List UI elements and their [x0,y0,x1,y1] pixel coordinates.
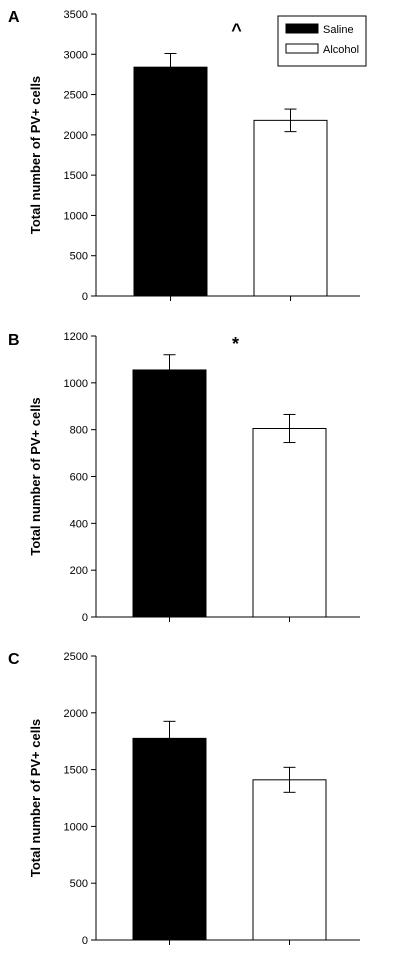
panel-a-bar-saline [133,66,208,297]
panel-c-bar-saline [132,737,207,941]
panel-a-letter: A [8,9,20,26]
panel-b-y-tick-label: 200 [70,565,88,577]
panel-c-y-tick-label: 2500 [64,651,88,663]
panel-a-significance-marker: ^ [231,20,242,40]
panel-c-bar-alcohol [252,779,327,941]
panel-b-y-tick-label: 600 [70,472,88,484]
panel-b-y-tick-label: 1000 [64,378,88,390]
panel-b-y-axis-label: Total number of PV+ cells [28,397,43,555]
panel-c-y-tick-label: 1500 [64,765,88,777]
panel-a-y-tick-label: 3000 [64,49,88,61]
panel-a-legend-label-saline: Saline [323,24,354,36]
panel-a-y-tick-label: 2500 [64,90,88,102]
panel-b-y-tick-label: 0 [82,612,88,624]
panel-a-y-tick-label: 1500 [64,170,88,182]
panel-a-y-axis-label: Total number of PV+ cells [28,76,43,234]
panel-c-y-tick-label: 1000 [64,821,88,833]
panel-c-letter: C [8,651,20,668]
panel-a-y-tick-label: 1000 [64,210,88,222]
panel-a-y-tick-label: 500 [70,251,88,263]
panel-c-y-tick-label: 0 [82,935,88,947]
panel-c-y-tick-label: 2000 [64,708,88,720]
panel-a-bar-alcohol [253,119,328,297]
panel-c-y-axis-label: Total number of PV+ cells [28,719,43,877]
panel-a-legend-swatch-alcohol [285,43,319,54]
panel-a-y-tick-label: 2000 [64,130,88,142]
panel-b-bar-alcohol [252,427,327,618]
panel-a-y-tick-label: 3500 [64,9,88,21]
panel-c-y-tick-label: 500 [70,878,88,890]
panel-a-legend-swatch-saline [285,23,319,34]
panel-b-y-tick-label: 800 [70,425,88,437]
panel-b-letter: B [8,332,20,349]
panel-a-y-tick-label: 0 [82,291,88,303]
panel-b-y-tick-label: 1200 [64,331,88,343]
panel-b-y-tick-label: 400 [70,518,88,530]
panel-a-legend-label-alcohol: Alcohol [323,44,359,56]
panel-b-significance-marker: * [232,334,239,354]
panel-b-bar-saline [132,369,207,618]
